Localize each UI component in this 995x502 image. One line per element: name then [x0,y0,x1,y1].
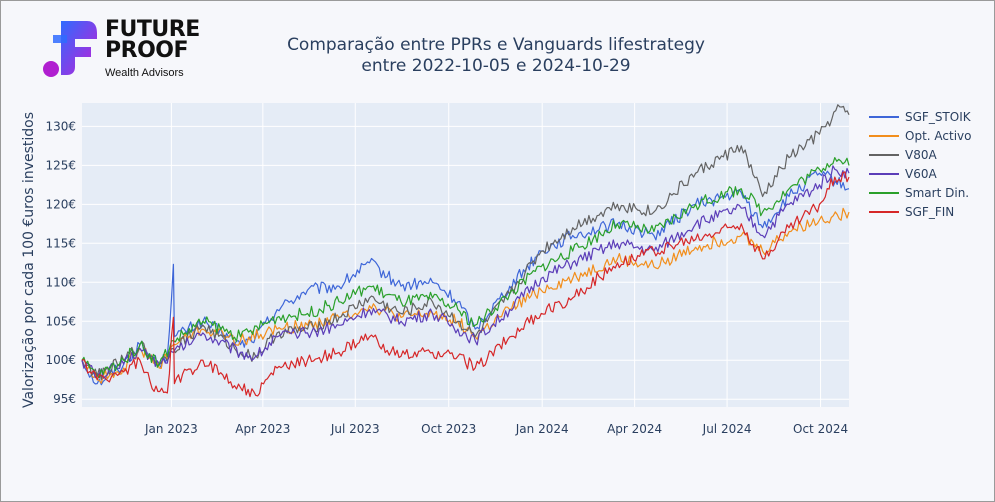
brand-tagline: Wealth Advisors [105,67,184,79]
y-tick-label: 105€ [45,314,76,328]
series-line-v60a[interactable] [81,165,850,379]
legend-swatch [869,172,899,175]
series-line-sgf-fin[interactable] [81,171,850,398]
chart-title: Comparação entre PPRs e Vanguards lifest… [287,35,705,55]
y-tick-label: 115€ [45,236,76,250]
y-tick-label: 95€ [53,392,76,406]
legend-swatch [869,134,899,137]
legend-item[interactable]: V80A [869,145,971,164]
x-tick-label: Jul 2023 [330,422,380,436]
brand-logo: FUTURE PROOF Wealth Advisors [39,17,209,81]
grid-lines [82,103,849,407]
series-lines [81,104,850,398]
legend-label: SGF_STOIK [905,109,971,124]
x-tick-label: Apr 2024 [607,422,662,436]
series-line-v80a[interactable] [81,104,850,381]
y-tick-label: 110€ [45,275,76,289]
legend-label: Opt. Activo [905,128,972,143]
y-axis-label: Valorização por cada 100 €uros investido… [21,112,37,408]
x-tick-label: Jan 2023 [144,422,198,436]
y-tick-label: 100€ [45,353,76,367]
legend-swatch [869,153,899,156]
x-tick-label: Apr 2023 [235,422,290,436]
legend-item[interactable]: SGF_FIN [869,202,971,221]
y-tick-label: 130€ [45,119,76,133]
legend-label: V60A [905,166,937,181]
legend-swatch [869,210,899,213]
y-tick-label: 120€ [45,197,76,211]
legend-swatch [869,191,899,194]
x-tick-label: Oct 2023 [421,422,476,436]
legend-item[interactable]: Smart Din. [869,183,971,202]
legend-swatch [869,115,899,118]
series-line-opt-activo[interactable] [81,207,850,384]
legend-label: Smart Din. [905,185,970,200]
series-line-smart-din-[interactable] [81,157,850,379]
legend-label: V80A [905,147,937,162]
brand-name-line2: PROOF [105,38,189,63]
chart-subtitle: entre 2022-10-05 e 2024-10-29 [361,56,631,76]
x-tick-label: Jul 2024 [702,422,752,436]
plot-area [82,103,849,407]
logo-mark-icon [43,21,97,77]
chart-title-block: Comparação entre PPRs e Vanguards lifest… [271,35,721,77]
x-tick-label: Oct 2024 [793,422,848,436]
legend-item[interactable]: Opt. Activo [869,126,971,145]
legend-item[interactable]: SGF_STOIK [869,107,971,126]
legend-item[interactable]: V60A [869,164,971,183]
legend-label: SGF_FIN [905,204,955,219]
chart-legend[interactable]: SGF_STOIK Opt. Activo V80A V60A Smart Din. SG… [869,107,971,221]
x-tick-labels: Jan 2023 Apr 2023 Jul 2023 Oct 2023 Jan 2024… [144,422,848,436]
brand-name-line1: FUTURE [105,17,200,42]
x-tick-label: Jan 2024 [515,422,569,436]
y-tick-label: 125€ [45,158,76,172]
y-tick-labels: 95€ 100€ 105€ 110€ 115€ 120€ 125€ 130€ [45,119,76,406]
